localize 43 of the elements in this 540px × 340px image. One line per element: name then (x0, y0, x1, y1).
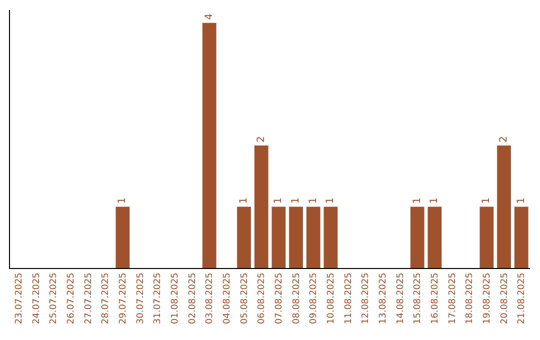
data-label: 1 (325, 197, 336, 204)
x-tick-label: 16.08.2025 (430, 272, 441, 324)
x-tick-label: 10.08.2025 (326, 272, 337, 324)
x-tick-label: 30.07.2025 (136, 272, 146, 324)
data-label: 1 (117, 197, 128, 204)
x-tick-label: 17.08.2025 (448, 272, 458, 324)
data-label: 4 (204, 14, 215, 20)
x-tick-label: 12.08.2025 (361, 272, 372, 324)
x-tick-label: 21.08.2025 (517, 272, 528, 324)
data-label: 2 (498, 136, 510, 142)
x-tick-label: 20.08.2025 (500, 272, 510, 324)
x-tick-label: 08.08.2025 (292, 272, 302, 324)
data-label: 1 (516, 197, 527, 204)
x-tick-label: 15.08.2025 (413, 272, 424, 324)
x-tick-label: 04.08.2025 (222, 272, 233, 324)
x-tick-label: 26.07.2025 (66, 272, 77, 324)
x-tick-label: 27.07.2025 (84, 272, 94, 324)
data-label: 1 (290, 197, 302, 204)
x-tick-label: 23.07.2025 (14, 272, 25, 324)
x-tick-label: 09.08.2025 (309, 272, 320, 324)
x-tick-label: 29.07.2025 (118, 272, 129, 324)
x-tick-label: 05.08.2025 (240, 272, 250, 324)
x-tick-label: 19.08.2025 (482, 272, 493, 324)
x-tick-label: 11.08.2025 (344, 272, 354, 324)
data-label: 1 (429, 197, 440, 204)
x-tick-label: 01.08.2025 (170, 272, 181, 324)
data-label: 1 (481, 197, 492, 204)
data-label: 1 (238, 197, 250, 204)
x-tick-label: 25.07.2025 (49, 272, 60, 324)
x-tick-label: 06.08.2025 (257, 272, 268, 324)
x-tick-label: 14.08.2025 (396, 272, 406, 324)
data-label: 2 (256, 136, 267, 142)
data-label: 1 (412, 197, 423, 204)
x-tick-label: 07.08.2025 (274, 272, 285, 324)
data-label: 1 (308, 197, 319, 204)
x-tick-label: 02.08.2025 (188, 272, 198, 324)
x-tick-label: 24.07.2025 (32, 272, 42, 324)
x-tick-label: 03.08.2025 (205, 272, 216, 324)
data-label: 1 (273, 197, 284, 204)
x-tick-label: 31.07.2025 (153, 272, 164, 324)
x-tick-label: 18.08.2025 (465, 272, 476, 324)
x-tick-label: 13.08.2025 (378, 272, 389, 324)
x-tick-label: 28.07.2025 (101, 272, 112, 324)
